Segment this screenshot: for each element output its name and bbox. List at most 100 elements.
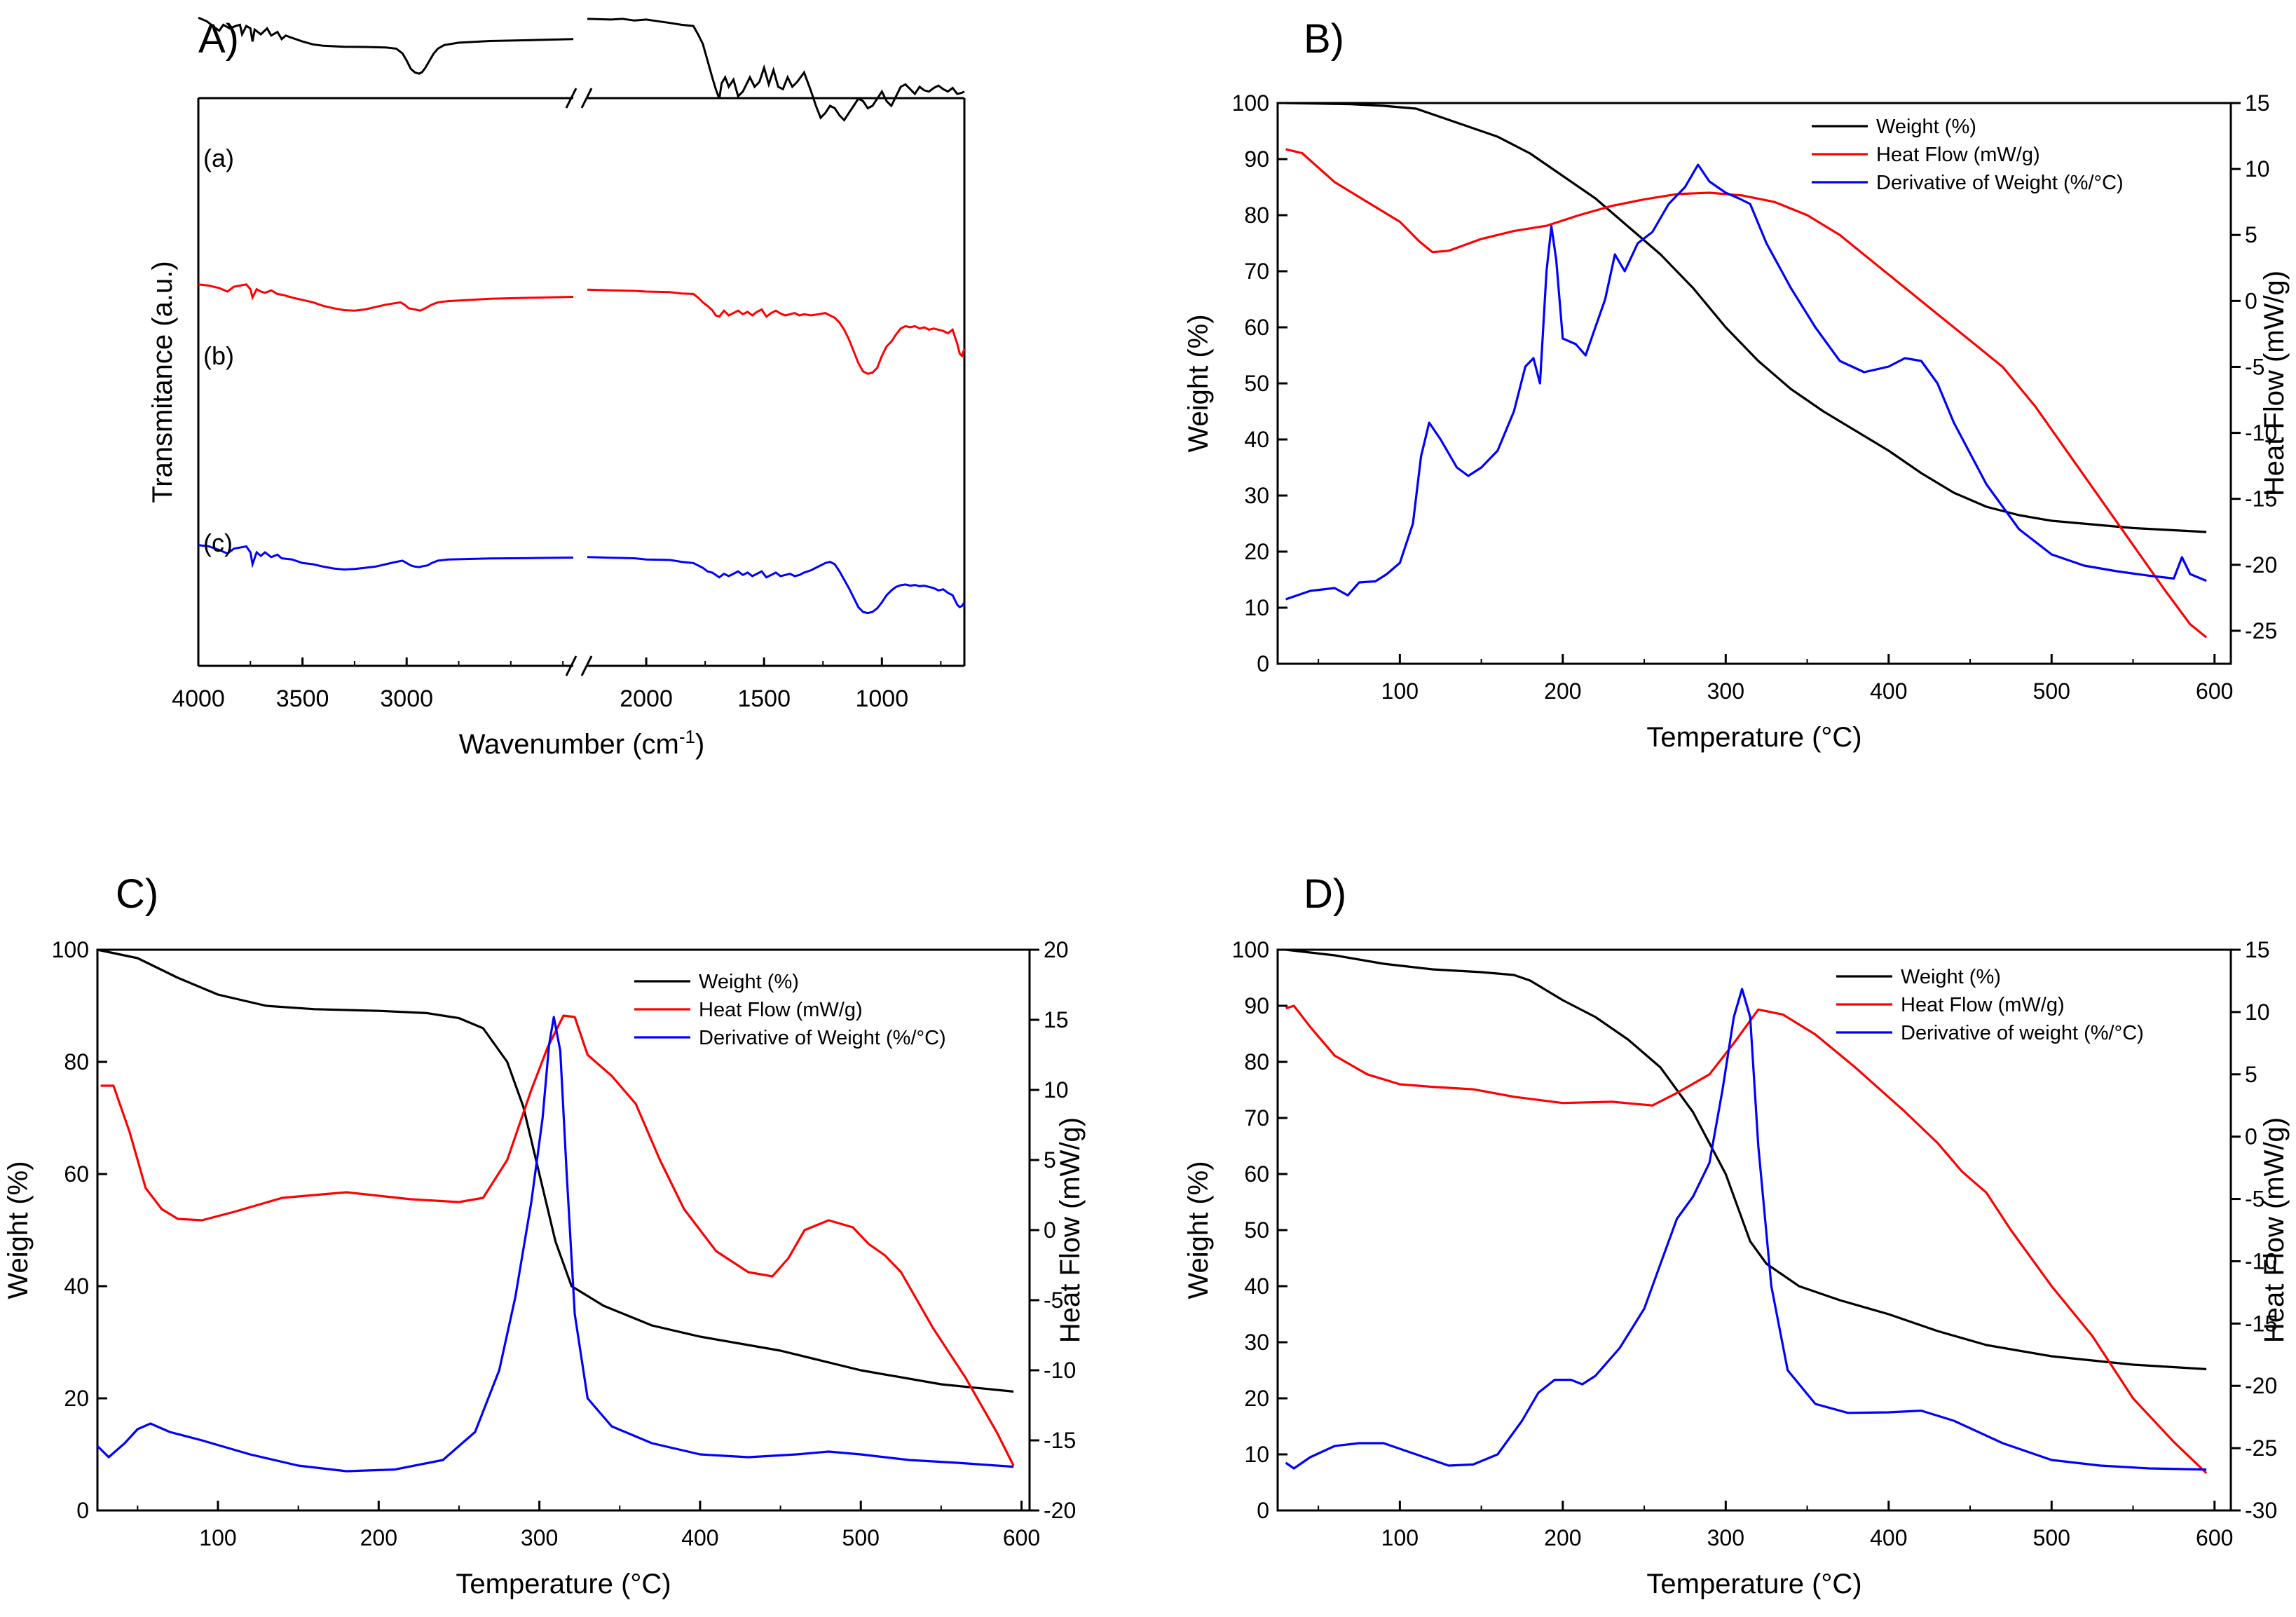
x-tick-label: 400	[681, 1525, 718, 1550]
ftir-line-c	[198, 544, 574, 571]
series-label-b: (b)	[203, 341, 234, 370]
y-tick-label: 50	[1244, 371, 1269, 396]
legend-label: Derivative of Weight (%/°C)	[1876, 172, 2124, 194]
y-tick-label: 40	[1244, 1274, 1269, 1299]
y-axis-label: Weight (%)	[1183, 314, 1214, 452]
x-tick-label: 400	[1870, 1525, 1907, 1550]
series-line-2	[96, 1016, 1014, 1473]
y2-tick-label: -5	[2245, 354, 2264, 379]
y-tick-label: 80	[1244, 1049, 1269, 1074]
y2-tick-label: -10	[2245, 1248, 2277, 1274]
x-tick-label: 100	[1381, 678, 1419, 704]
y-tick-label: 0	[1257, 651, 1269, 676]
ftir-line-b	[587, 288, 966, 375]
x-tick-label: 1500	[737, 685, 791, 712]
series-line-0	[1285, 948, 2207, 1370]
y-axis-label: Weight (%)	[1183, 1161, 1214, 1299]
series-line-0	[97, 948, 1014, 1393]
y-tick-label: 10	[1244, 1442, 1269, 1467]
series-label-a: (a)	[203, 144, 234, 172]
x-axis-label: Wavenumber (cm-1)	[459, 726, 705, 760]
axis-break-mark	[565, 88, 578, 109]
y-tick-label: 0	[1257, 1498, 1269, 1523]
legend-label: Heat Flow (mW/g)	[1876, 144, 2040, 166]
y-tick-label: 100	[1232, 937, 1269, 962]
y2-tick-label: 15	[1044, 1007, 1069, 1032]
x-tick-label: 600	[2196, 1525, 2233, 1550]
y2-tick-label: -25	[2245, 618, 2277, 643]
x-tick-label: 200	[1544, 1525, 1581, 1550]
x-tick-label: 3500	[276, 685, 329, 712]
panel-c: C)100 200 300 400 500 600020406080100-20-15-1…	[3, 871, 1086, 1599]
y2-tick-label: -15	[2245, 486, 2277, 512]
series-label-c: (c)	[203, 528, 233, 557]
x-tick-label: 2000	[620, 685, 673, 712]
panel-b: B)100 200 300 400 500 60001020304050607080901…	[1183, 16, 2290, 753]
x-tick-label: 500	[2033, 678, 2070, 704]
x-tick-label: 500	[842, 1525, 880, 1550]
ftir-line-a	[198, 16, 574, 75]
x-tick-label: 200	[360, 1525, 397, 1550]
axis-break-mark	[580, 655, 593, 676]
series-line-1	[1285, 1004, 2208, 1474]
x-tick-label: 400	[1870, 678, 1907, 704]
y2-tick-label: -15	[1044, 1428, 1076, 1453]
y2-tick-label: -10	[2245, 421, 2277, 446]
x-tick-label: 500	[2033, 1525, 2070, 1550]
ftir-line-c	[587, 556, 966, 615]
y-tick-label: 30	[1244, 1330, 1269, 1355]
y-tick-label: 30	[1244, 483, 1269, 508]
x-tick-label: 4000	[172, 685, 225, 712]
y2-tick-label: 0	[1044, 1217, 1056, 1243]
legend-label: Derivative of Weight (%/°C)	[699, 1027, 946, 1049]
x-tick-label: 1000	[855, 685, 908, 712]
x-tick-label: 3000	[380, 685, 433, 712]
x-tick-label: 300	[1707, 1525, 1744, 1550]
y-tick-label: 70	[1244, 259, 1269, 284]
panel-d: D)100 200 300 400 500 60001020304050607080901…	[1183, 871, 2290, 1599]
series-line-2	[1285, 988, 2207, 1471]
y2-tick-label: 5	[2245, 222, 2257, 247]
y2-tick-label: -5	[1044, 1288, 1063, 1313]
y2-tick-label: 10	[2245, 999, 2270, 1025]
x-axis-label: Temperature (°C)	[1646, 722, 1861, 753]
y-tick-label: 50	[1244, 1217, 1269, 1243]
y2-tick-label: -30	[2245, 1498, 2277, 1523]
y-tick-label: 60	[64, 1161, 89, 1187]
y-tick-label: 40	[1244, 427, 1269, 452]
y2-axis-label: Heat Flow (mW/g)	[2259, 271, 2290, 496]
y-tick-label: 60	[1244, 315, 1269, 340]
y2-tick-label: -5	[2245, 1187, 2264, 1212]
y-tick-label: 40	[64, 1274, 89, 1299]
legend-label: Weight (%)	[1901, 966, 2001, 988]
axis-break-mark	[580, 88, 593, 109]
y2-tick-label: 10	[1044, 1077, 1069, 1103]
legend-label: Weight (%)	[699, 971, 799, 993]
y2-tick-label: 0	[2245, 1124, 2257, 1149]
y2-tick-label: -20	[2245, 552, 2277, 578]
series-line-1	[1285, 148, 2208, 639]
y-tick-label: 60	[1244, 1161, 1269, 1187]
x-tick-label: 200	[1544, 678, 1581, 704]
y-axis-label: Weight (%)	[3, 1161, 34, 1299]
y2-tick-label: 15	[2245, 937, 2270, 962]
y-tick-label: 20	[64, 1386, 89, 1411]
y2-tick-label: -20	[2245, 1373, 2277, 1398]
series-line-2	[1285, 163, 2207, 601]
y2-tick-label: 15	[2245, 90, 2270, 116]
y2-axis-label: Heat Flow (mW/g)	[2259, 1117, 2290, 1343]
x-tick-label: 100	[1381, 1525, 1419, 1550]
y2-tick-label: 5	[1044, 1147, 1056, 1173]
y-tick-label: 100	[52, 937, 89, 962]
x-tick-label: 300	[1707, 678, 1744, 704]
legend-label: Weight (%)	[1876, 116, 1976, 138]
y-axis-label: Transmitance (a.u.)	[147, 261, 178, 503]
panel-label: D)	[1304, 871, 1346, 917]
y2-tick-label: 20	[1044, 937, 1069, 962]
x-tick-label: 300	[521, 1525, 558, 1550]
y-tick-label: 90	[1244, 993, 1269, 1018]
y2-tick-label: -25	[2245, 1435, 2277, 1461]
legend-label: Derivative of weight (%/°C)	[1901, 1022, 2144, 1044]
x-axis-label: Temperature (°C)	[1646, 1569, 1861, 1599]
